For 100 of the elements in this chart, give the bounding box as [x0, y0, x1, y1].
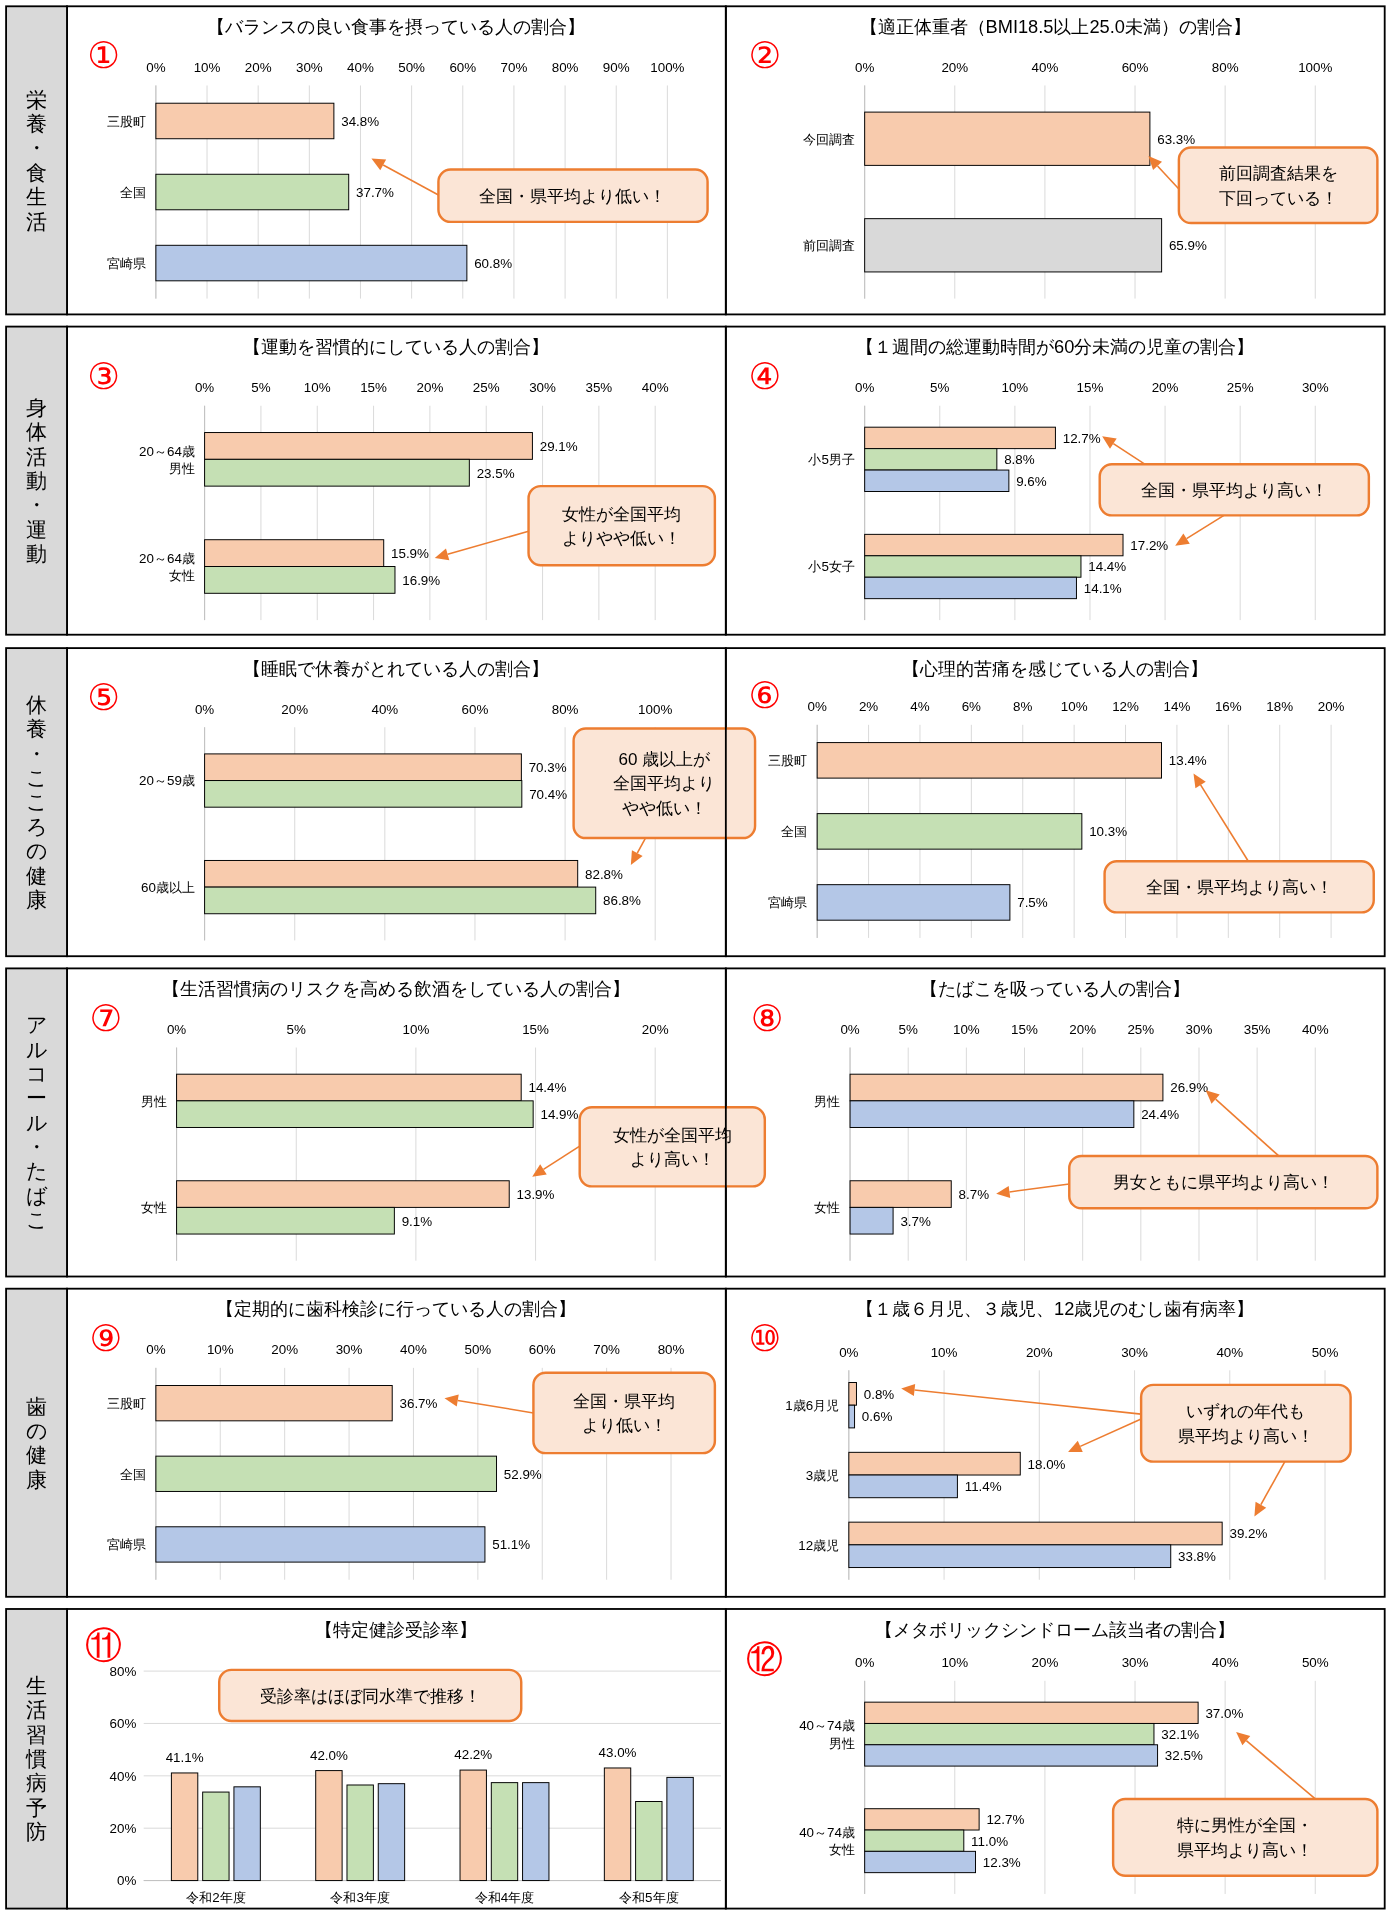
chart-title: 【生活習慣病のリスクを高める飲酒をしている人の割合】 [162, 978, 631, 1000]
data-label: 0.8% [863, 1386, 895, 1402]
x-tick-label: 40% [1031, 60, 1059, 76]
x-tick-label: 5% [251, 380, 271, 396]
x-tick-label: 20% [281, 701, 309, 717]
bar [816, 884, 1011, 921]
annotation: 男女ともに県平均より高い！ [1112, 1173, 1334, 1193]
chart-title: 【睡眠で休養がとれている人の割合】 [243, 657, 550, 679]
data-label: 65.9% [1168, 238, 1207, 254]
x-tick-label: 0% [855, 60, 875, 76]
x-tick-label: 10% [930, 1344, 958, 1360]
x-tick-label: 40% [641, 380, 669, 396]
bar [522, 1782, 550, 1882]
data-label: 42.0% [309, 1747, 348, 1763]
x-tick-label: 0% [855, 1655, 875, 1671]
data-label: 12.7% [986, 1812, 1025, 1828]
bar [155, 102, 335, 140]
x-tick-label: 25% [472, 380, 500, 396]
x-tick-label: 25% [1127, 1022, 1155, 1038]
x-tick-label: 令和2年度 [186, 1890, 246, 1906]
bar [155, 244, 468, 282]
text: 歯の健康 [25, 1394, 48, 1491]
text: ⑫ [746, 1639, 784, 1681]
text: ③ [87, 355, 120, 397]
x-tick-label: 20% [1069, 1022, 1097, 1038]
bar [233, 1786, 261, 1882]
data-label: 8.7% [958, 1186, 990, 1202]
x-tick-label: 令和5年度 [619, 1890, 679, 1906]
chart-title: 【１歳６月児、３歳児、12歳児のむし歯有病率】 [856, 1298, 1255, 1320]
bar [816, 813, 1083, 850]
x-tick-label: 20% [1031, 1655, 1059, 1671]
x-tick-label: 80% [551, 60, 579, 76]
y-tick-label: 男性 [140, 1093, 167, 1109]
x-tick-label: 80% [551, 701, 579, 717]
data-label: 3.7% [900, 1213, 931, 1229]
data-label: 63.3% [1157, 131, 1196, 147]
x-tick-label: 40% [1301, 1022, 1329, 1038]
x-tick-label: 5% [898, 1022, 918, 1038]
chart-title: 【適正体重者（BMI18.5以上25.0未満）の割合】 [859, 16, 1252, 38]
data-label: 8.8% [1004, 452, 1035, 468]
annotation: 60 歳以上が全国平均よりやや低い！ [613, 750, 716, 818]
bar [377, 1783, 406, 1882]
data-label: 16.9% [402, 572, 441, 588]
text: ⑧ [750, 997, 784, 1039]
y-tick-label: 40% [109, 1768, 137, 1784]
data-label: 32.1% [1161, 1726, 1200, 1742]
bar [155, 1455, 498, 1492]
data-label: 13.9% [516, 1186, 555, 1202]
y-tick-label: 男性 [814, 1093, 841, 1109]
x-tick-label: 10% [1001, 380, 1029, 396]
annotation: 全国・県平均より高い！ [1145, 877, 1333, 897]
bar [603, 1767, 632, 1882]
text: ⑩ [748, 1317, 782, 1359]
x-tick-label: 50% [464, 1342, 492, 1358]
x-tick-label: 5% [286, 1022, 307, 1038]
x-tick-label: 35% [1243, 1022, 1271, 1038]
data-label: 14.9% [540, 1107, 579, 1123]
x-tick-label: 0% [855, 380, 875, 396]
data-label: 42.2% [454, 1747, 493, 1763]
bar [155, 1385, 393, 1422]
x-tick-label: 25% [1226, 380, 1254, 396]
x-tick-label: 8% [1013, 699, 1033, 715]
x-tick-label: 15% [1011, 1022, 1038, 1038]
y-tick-label: 宮崎県 [107, 255, 147, 271]
data-label: 13.4% [1168, 753, 1207, 769]
text: 栄養・食生活 [26, 87, 48, 233]
x-tick-label: 20% [1025, 1344, 1053, 1360]
data-label: 70.4% [529, 786, 568, 802]
chart-title: 【１週間の総運動時間が60分未満の児童の割合】 [856, 336, 1255, 358]
annotation: 女性が全国平均よりやや低い！ [562, 504, 682, 548]
bar [490, 1782, 519, 1882]
text: ⑥ [748, 674, 782, 716]
data-label: 11.0% [971, 1833, 1009, 1849]
y-tick-label: 12歳児 [798, 1537, 840, 1553]
y-tick-label: 女性 [140, 1200, 167, 1216]
y-tick-label: 60歳以上 [140, 879, 195, 895]
x-tick-label: 30% [529, 380, 557, 396]
x-tick-label: 15% [360, 380, 388, 396]
data-label: 7.5% [1017, 895, 1048, 911]
bar [816, 742, 1162, 779]
x-tick-label: 20% [1317, 699, 1345, 715]
data-label: 11.4% [964, 1479, 1002, 1495]
x-tick-label: 16% [1214, 699, 1242, 715]
data-label: 32.5% [1164, 1748, 1203, 1764]
x-tick-label: 15% [522, 1022, 550, 1038]
x-tick-label: 50% [1311, 1344, 1339, 1360]
x-tick-label: 20% [244, 60, 272, 76]
data-label: 86.8% [603, 893, 642, 909]
x-tick-label: 50% [1301, 1655, 1329, 1671]
annotation: 全国・県平均より高い！ [1140, 480, 1328, 500]
data-label: 29.1% [539, 438, 578, 454]
y-tick-label: 小5女子 [808, 559, 855, 575]
y-tick-label: 三股町 [768, 753, 808, 769]
x-tick-label: 40% [371, 701, 399, 717]
bar [170, 1772, 199, 1882]
chart-title: 【心理的苦痛を感じている人の割合】 [902, 657, 1209, 679]
x-tick-label: 20% [1151, 380, 1179, 396]
data-label: 52.9% [503, 1466, 542, 1482]
bar [202, 1791, 230, 1882]
data-label: 24.4% [1141, 1107, 1180, 1123]
